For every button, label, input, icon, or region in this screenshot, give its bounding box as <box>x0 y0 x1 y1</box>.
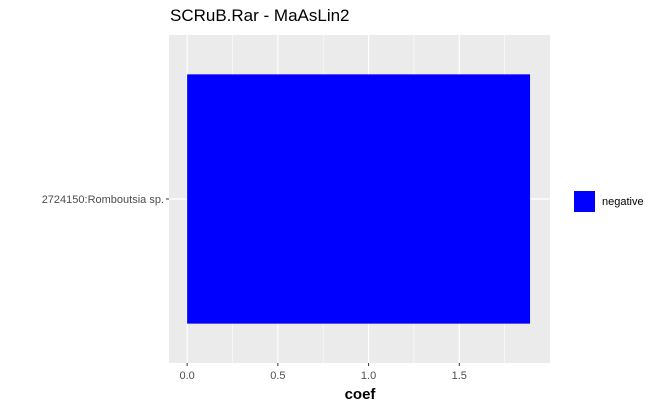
bar <box>187 74 531 324</box>
x-axis-title: coef <box>345 386 377 403</box>
bars <box>187 74 531 324</box>
chart-title: SCRuB.Rar - MaAsLin2 <box>170 6 350 25</box>
y-tick-label: 2724150:Romboutsia sp. <box>42 194 164 206</box>
x-axis: 0.0 0.5 1.0 1.5 <box>179 363 467 382</box>
x-tick-label: 1.0 <box>361 370 376 382</box>
legend: negative <box>574 191 644 212</box>
x-tick-label: 0.0 <box>179 370 194 382</box>
x-tick-label: 0.5 <box>270 370 285 382</box>
legend-label-negative: negative <box>602 196 644 208</box>
x-tick-label: 1.5 <box>452 370 467 382</box>
legend-key-negative <box>574 191 595 212</box>
y-axis: 2724150:Romboutsia sp. <box>42 194 169 206</box>
